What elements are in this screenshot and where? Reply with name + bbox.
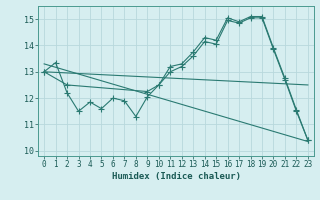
X-axis label: Humidex (Indice chaleur): Humidex (Indice chaleur) <box>111 172 241 181</box>
